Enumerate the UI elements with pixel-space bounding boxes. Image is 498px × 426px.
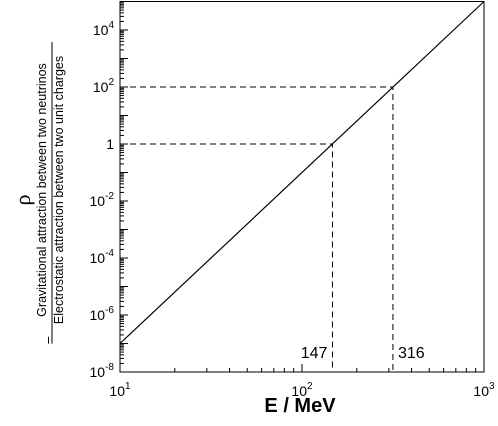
y-label-symbol: ρ bbox=[10, 194, 35, 205]
reference-label: 316 bbox=[398, 345, 425, 362]
x-axis-label: E / MeV bbox=[264, 395, 336, 417]
tick-label: 104 bbox=[93, 20, 115, 38]
tick-label: 10-4 bbox=[90, 248, 115, 266]
tick-label: 1 bbox=[106, 136, 114, 152]
tick-label: 10-6 bbox=[90, 305, 115, 323]
tick-label: 10-8 bbox=[90, 362, 115, 380]
tick-label: 102 bbox=[93, 77, 115, 95]
tick-label: 10-2 bbox=[90, 191, 115, 209]
y-axis-label: ρ bbox=[10, 194, 35, 205]
tick-label: 103 bbox=[473, 381, 495, 399]
y-label-numerator: Gravitational attraction between two neu… bbox=[35, 63, 49, 317]
reference-dash bbox=[120, 86, 394, 372]
reference-dash bbox=[120, 143, 333, 372]
plot-frame bbox=[119, 1, 485, 373]
tick-label: 102 bbox=[291, 381, 313, 399]
y-label-fraction: Gravitational attraction between two neu… bbox=[35, 42, 66, 344]
tick-label: 101 bbox=[109, 381, 131, 399]
line bbox=[119, 1, 485, 344]
y-label-denominator: Electrostatic attraction between two uni… bbox=[52, 56, 66, 324]
y-label-equals: = bbox=[42, 336, 58, 344]
reference-label: 147 bbox=[301, 345, 328, 362]
